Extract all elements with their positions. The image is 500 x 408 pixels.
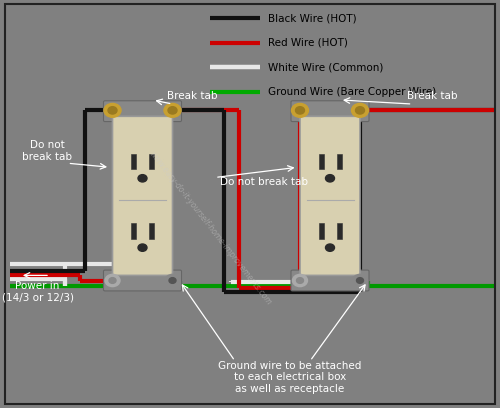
Bar [149,223,154,239]
Text: Do not
break tab: Do not break tab [22,140,72,162]
Circle shape [108,107,117,114]
Circle shape [326,244,334,251]
Text: White Wire (Common): White Wire (Common) [268,62,383,72]
Text: Black Wire (HOT): Black Wire (HOT) [268,13,356,23]
FancyBboxPatch shape [291,270,369,291]
Text: Break tab: Break tab [407,91,458,101]
Bar [318,223,324,239]
Circle shape [109,277,116,283]
Text: Ground Wire (Bare Copper Wire): Ground Wire (Bare Copper Wire) [268,87,436,97]
FancyBboxPatch shape [104,101,182,122]
Circle shape [352,274,368,286]
Circle shape [138,175,147,182]
FancyBboxPatch shape [104,270,182,291]
Circle shape [356,277,364,283]
Circle shape [326,175,334,182]
Text: Power in
(14/3 or 12/3): Power in (14/3 or 12/3) [2,281,74,302]
Circle shape [292,274,308,286]
Circle shape [168,107,177,114]
Circle shape [164,104,181,118]
Text: Do not break tab: Do not break tab [220,177,308,186]
Text: Break tab: Break tab [167,91,218,101]
Bar [131,223,136,239]
Text: www.easy-do-it-yourself-home-improvements.com: www.easy-do-it-yourself-home-improvement… [147,150,273,307]
Bar [336,154,342,169]
Circle shape [165,274,180,286]
Bar [336,223,342,239]
Circle shape [296,277,304,283]
FancyBboxPatch shape [291,101,369,122]
Circle shape [105,274,120,286]
Circle shape [356,107,364,114]
FancyBboxPatch shape [112,116,172,275]
Text: Red Wire (HOT): Red Wire (HOT) [268,38,347,48]
FancyBboxPatch shape [300,116,360,275]
Bar [149,154,154,169]
Circle shape [104,104,121,118]
Circle shape [292,104,308,118]
Bar [318,154,324,169]
Circle shape [352,104,368,118]
Text: Ground wire to be attached
to each electrical box
as well as receptacle: Ground wire to be attached to each elect… [218,361,362,394]
Circle shape [296,107,304,114]
Circle shape [169,277,176,283]
Bar [131,154,136,169]
Circle shape [138,244,147,251]
